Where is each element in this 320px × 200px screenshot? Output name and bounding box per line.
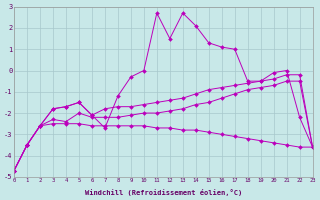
X-axis label: Windchill (Refroidissement éolien,°C): Windchill (Refroidissement éolien,°C) — [85, 189, 242, 196]
